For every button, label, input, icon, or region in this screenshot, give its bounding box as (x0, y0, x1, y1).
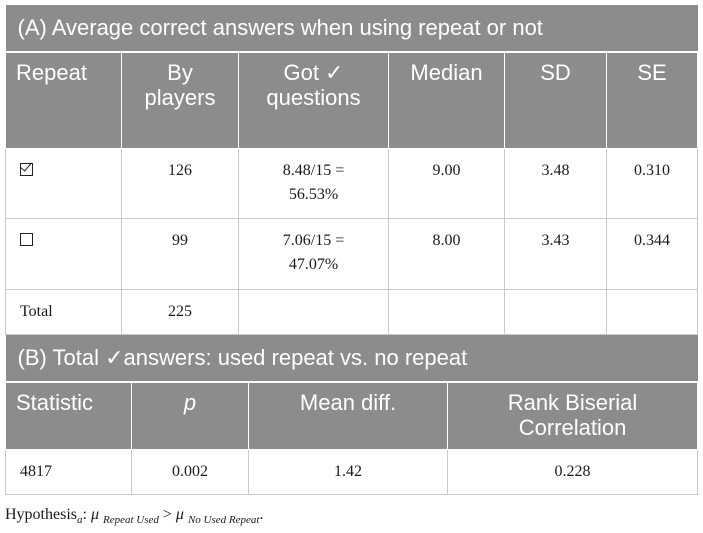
col-header-rank-l2: Correlation (518, 414, 627, 440)
col-header-by-players-l2: players (144, 85, 216, 110)
cell-got-l1: 8.48/15 = (282, 161, 345, 179)
table-row: 126 8.48/15 = 56.53% 9.00 3.48 0.310 (5, 147, 699, 219)
cell-by-players: 225 (121, 288, 239, 335)
table-row: 4817 0.002 1.42 0.228 (5, 449, 699, 495)
col-header-by-players-l1: By (167, 60, 193, 85)
footnote-sub-a: a (77, 514, 83, 527)
col-header-sd: SD (504, 51, 607, 149)
table-b: (B) Total ✓answers: used repeat vs. no r… (5, 334, 699, 495)
col-header-p: p (131, 381, 249, 450)
cell-p: 0.002 (131, 449, 249, 495)
cell-total-label: Total (5, 288, 122, 335)
cell-got: 8.48/15 = 56.53% (238, 147, 389, 219)
col-header-got-questions: Got ✓ questions (238, 51, 389, 149)
cell-mean-diff: 1.42 (248, 449, 448, 495)
table-row: 99 7.06/15 = 47.07% 8.00 3.43 0.344 (5, 217, 699, 290)
checked-box-icon (20, 162, 33, 176)
col-header-rank-l1: Rank Biserial (507, 389, 638, 415)
cell-median (388, 288, 505, 335)
cell-se: 0.344 (605, 217, 699, 290)
cell-se: 0.310 (605, 147, 699, 219)
table-row-total: Total 225 (5, 288, 699, 335)
cell-sd (504, 288, 607, 335)
cell-got-l1: 7.06/15 = (282, 231, 345, 249)
table-a: (A) Average correct answers when using r… (5, 5, 699, 335)
cell-got (238, 288, 389, 335)
cell-got-l2: 56.53% (288, 185, 339, 203)
unchecked-box-icon (20, 232, 33, 246)
col-header-se: SE (605, 51, 699, 149)
cell-repeat (5, 217, 122, 290)
col-header-got-l2: questions (266, 85, 361, 110)
footnote: Hypothesisa: μ Repeat Used > μ No Used R… (5, 506, 263, 526)
footnote-sub-no-repeat: No Used Repeat (187, 514, 260, 527)
col-header-statistic: Statistic (5, 381, 132, 450)
footnote-sub-repeat-used: Repeat Used (102, 514, 159, 527)
mu-symbol: μ (175, 506, 184, 523)
cell-median: 9.00 (388, 147, 505, 219)
cell-rank: 0.228 (446, 449, 699, 495)
cell-statistic: 4817 (5, 449, 132, 495)
cell-got-l2: 47.07% (288, 255, 339, 273)
table-a-title: (A) Average correct answers when using r… (5, 5, 698, 53)
cell-by-players: 126 (121, 147, 239, 219)
cell-by-players: 99 (121, 217, 239, 290)
footnote-prefix: Hypothesis (5, 506, 77, 523)
col-header-mean-diff: Mean diff. (248, 381, 448, 450)
cell-got: 7.06/15 = 47.07% (238, 217, 389, 290)
col-header-by-players: By players (121, 51, 239, 149)
footnote-gt: > (158, 506, 176, 523)
footnote-end: . (259, 506, 264, 523)
cell-sd: 3.43 (504, 217, 607, 290)
cell-median: 8.00 (388, 217, 505, 290)
col-header-repeat: Repeat (5, 51, 122, 149)
col-header-rank-biserial: Rank Biserial Correlation (446, 381, 699, 450)
table-b-title: (B) Total ✓answers: used repeat vs. no r… (5, 334, 698, 383)
col-header-got-l1: Got ✓ (283, 60, 344, 85)
col-header-median: Median (388, 51, 505, 149)
results-tables: (A) Average correct answers when using r… (5, 5, 699, 495)
footnote-colon: : (82, 506, 91, 523)
mu-symbol: μ (90, 506, 99, 523)
cell-se (605, 288, 699, 335)
cell-repeat (5, 147, 122, 219)
cell-sd: 3.48 (504, 147, 607, 219)
